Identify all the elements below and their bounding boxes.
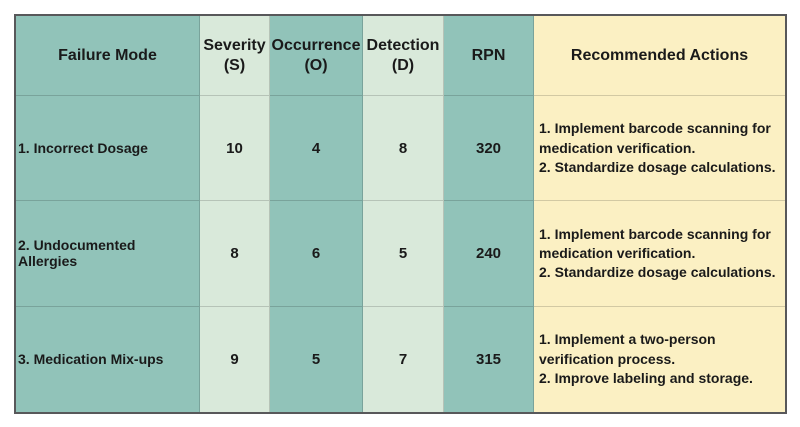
fmea-table: Failure Mode Severity (S) Occurrence (O)… — [14, 14, 787, 414]
cell-detection: 5 — [363, 201, 444, 307]
header-detection: Detection (D) — [363, 16, 444, 96]
cell-recommended-actions: 1. Implement barcode scanning for medica… — [534, 201, 785, 307]
cell-occurrence: 4 — [270, 96, 363, 202]
cell-rpn: 315 — [444, 306, 534, 412]
cell-recommended-actions: 1. Implement a two-person verification p… — [534, 306, 785, 412]
header-rpn: RPN — [444, 16, 534, 96]
cell-failure-mode: 3. Medication Mix-ups — [16, 306, 200, 412]
cell-rpn: 240 — [444, 201, 534, 307]
cell-severity: 8 — [200, 201, 270, 307]
header-occurrence: Occurrence (O) — [270, 16, 363, 96]
cell-recommended-actions: 1. Implement barcode scanning for medica… — [534, 96, 785, 202]
header-recommended-actions: Recommended Actions — [534, 16, 785, 96]
cell-rpn: 320 — [444, 96, 534, 202]
cell-detection: 7 — [363, 306, 444, 412]
cell-occurrence: 6 — [270, 201, 363, 307]
cell-severity: 10 — [200, 96, 270, 202]
cell-detection: 8 — [363, 96, 444, 202]
header-failure-mode: Failure Mode — [16, 16, 200, 96]
cell-severity: 9 — [200, 306, 270, 412]
header-severity: Severity (S) — [200, 16, 270, 96]
cell-occurrence: 5 — [270, 306, 363, 412]
cell-failure-mode: 2. Undocumented Allergies — [16, 201, 200, 307]
cell-failure-mode: 1. Incorrect Dosage — [16, 96, 200, 202]
